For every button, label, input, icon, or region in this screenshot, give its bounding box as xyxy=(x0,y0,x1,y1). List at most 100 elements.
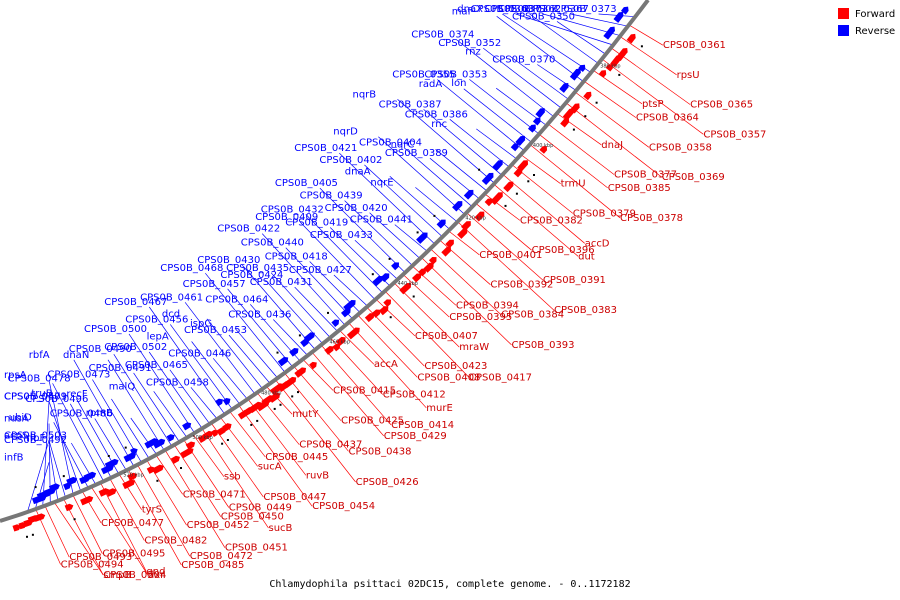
reverse-leader-line xyxy=(333,274,368,307)
reverse-leader-line xyxy=(437,79,525,152)
tick-mark xyxy=(291,395,294,398)
forward-gene-arrow xyxy=(324,345,334,355)
reverse-gene-arrow xyxy=(535,108,545,119)
reverse-leader-line xyxy=(415,187,458,223)
reverse-gene-label: ispG xyxy=(190,318,212,329)
forward-leader-line xyxy=(556,113,602,146)
tick-mark xyxy=(388,257,391,260)
reverse-gene-label: lepA xyxy=(147,332,169,343)
forward-leader-line xyxy=(229,410,266,458)
reverse-gene-label: ribF xyxy=(26,433,45,444)
reverse-gene-arrow xyxy=(130,447,138,456)
forward-gene-arrow xyxy=(411,273,422,283)
reverse-leader-line xyxy=(107,359,165,451)
forward-leader-line xyxy=(565,102,662,178)
reverse-leader-line xyxy=(556,21,606,55)
reverse-gene-label: CPS0B_0353 xyxy=(424,69,487,80)
reverse-leader-line xyxy=(242,264,316,350)
kbp-label: 440 kbp xyxy=(398,281,418,287)
reverse-gene-label: radA xyxy=(419,79,443,90)
kbp-label: 500 kbp xyxy=(192,435,212,441)
forward-gene-label: sucB xyxy=(269,523,293,534)
reverse-gene-label: CPS0B_0370 xyxy=(492,55,555,66)
reverse-leader-line xyxy=(389,176,451,230)
reverse-leader-line xyxy=(502,13,592,73)
reverse-gene-label: CPS0B_0503 xyxy=(4,430,67,441)
reverse-gene-arrow xyxy=(452,201,463,212)
reverse-gene-arrow xyxy=(510,143,519,152)
forward-leader-line xyxy=(484,193,521,221)
forward-gene-arrow xyxy=(484,198,493,207)
reverse-leader-line xyxy=(128,333,195,434)
forward-gene-label: CPS0B_0382 xyxy=(520,215,583,226)
reverse-gene-arrow xyxy=(559,82,569,93)
tick-mark xyxy=(515,192,518,195)
reverse-leader-line xyxy=(149,306,226,415)
reverse-leader-line xyxy=(369,212,421,259)
forward-leader-line xyxy=(118,473,142,510)
forward-gene-arrow xyxy=(33,513,46,522)
forward-gene-arrow xyxy=(457,228,468,239)
forward-gene-arrow xyxy=(539,146,548,154)
forward-leader-line xyxy=(592,69,643,105)
forward-gene-label: ptsP xyxy=(642,99,664,110)
reverse-leader-line xyxy=(435,149,488,192)
reverse-leader-line xyxy=(456,39,555,118)
tick-mark xyxy=(527,180,530,183)
reverse-gene-arrow xyxy=(380,273,390,283)
reverse-leader-line xyxy=(476,128,518,160)
forward-leader-line xyxy=(357,314,418,378)
forward-leader-line xyxy=(466,212,544,281)
reverse-gene-label: CPS0B_0496 xyxy=(25,394,88,405)
tick-mark xyxy=(572,128,575,131)
reverse-gene-label: nqrD xyxy=(333,127,358,138)
forward-leader-line xyxy=(393,282,460,348)
reverse-gene-label: CPS0B_0492 xyxy=(4,435,67,446)
reverse-gene-label: CPS0B_0350 xyxy=(512,11,575,22)
reverse-gene-arrow xyxy=(492,160,503,171)
forward-gene-arrow xyxy=(309,361,317,370)
tick-mark xyxy=(256,419,259,422)
forward-gene-label: CPS0B_0471 xyxy=(183,489,246,500)
forward-leader-line xyxy=(384,290,470,378)
forward-gene-label: mraW xyxy=(459,342,489,353)
forward-gene-label: accD xyxy=(585,238,610,249)
forward-gene-arrow xyxy=(202,430,213,440)
reverse-gene-label: CPS0B_0362 xyxy=(498,4,561,15)
reverse-gene-label: CPS0B_0468 xyxy=(160,263,223,274)
forward-gene-arrow xyxy=(615,47,628,62)
reverse-gene-arrow xyxy=(277,356,289,367)
reverse-leader-line xyxy=(42,401,50,507)
tick-mark xyxy=(298,334,301,337)
tick-mark xyxy=(31,533,34,536)
reverse-leader-line xyxy=(299,221,376,300)
forward-gene-label: dut xyxy=(578,251,595,262)
reverse-gene-arrow xyxy=(289,347,299,357)
tick-mark xyxy=(156,479,159,482)
tick-mark xyxy=(26,535,28,538)
forward-gene-arrow xyxy=(428,257,437,265)
reverse-gene-label: CPS0B_0453 xyxy=(184,325,247,336)
reverse-leader-line xyxy=(153,391,188,438)
forward-leader-line xyxy=(91,486,149,576)
reverse-leader-line xyxy=(570,13,628,27)
tick-mark xyxy=(618,73,621,76)
legend-reverse-label: Reverse xyxy=(855,26,895,37)
forward-gene-arrow xyxy=(283,376,297,389)
forward-gene-arrow xyxy=(490,192,503,206)
forward-gene-arrow xyxy=(513,168,523,178)
reverse-leader-line xyxy=(148,351,203,429)
forward-leader-line xyxy=(529,144,621,219)
reverse-gene-label: CPS0B_0486 xyxy=(50,409,113,420)
reverse-gene-label: ubiD xyxy=(9,412,32,423)
reverse-gene-label: CPS0B_0465 xyxy=(125,360,188,371)
forward-gene-arrow xyxy=(222,423,232,432)
reverse-gene-arrow xyxy=(214,398,224,407)
forward-gene-arrow xyxy=(605,64,613,72)
forward-gene-label: CPS0B_0392 xyxy=(490,280,553,291)
kbp-label: 420 kbp xyxy=(465,216,485,222)
reverse-gene-arrow xyxy=(152,438,166,449)
forward-gene-arrow xyxy=(364,313,375,323)
reverse-gene-arrow xyxy=(569,68,581,81)
